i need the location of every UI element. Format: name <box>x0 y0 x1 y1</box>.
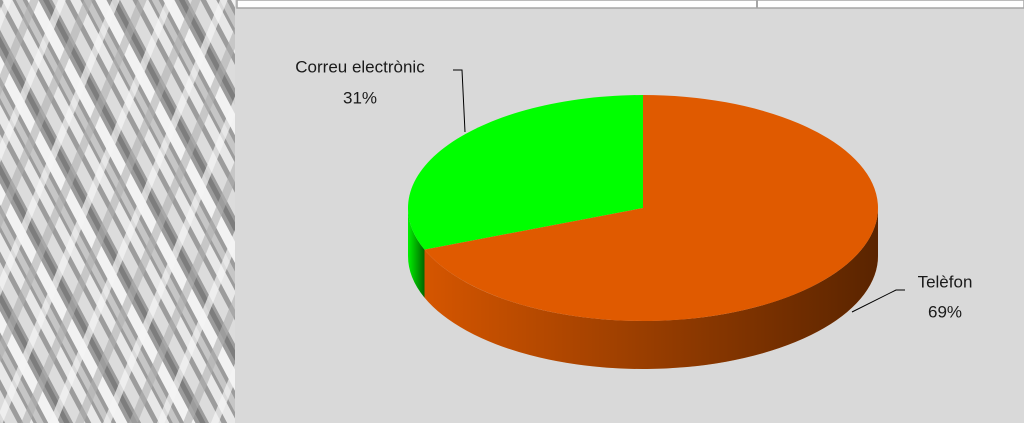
slice-top <box>408 95 643 250</box>
slice-side-shade <box>424 208 878 369</box>
slice <box>424 95 878 369</box>
slice-value-label: 31% <box>343 88 377 107</box>
slice-label: Telèfon <box>918 272 973 291</box>
photo-overlay <box>0 0 235 423</box>
slice-top <box>424 95 878 321</box>
leader-line <box>453 69 466 133</box>
slice <box>408 95 643 298</box>
pie <box>408 95 878 369</box>
slice-label: Correu electrònic <box>295 57 425 76</box>
top-bar <box>236 0 1024 9</box>
slice-value-label: 69% <box>928 302 962 321</box>
leader-line <box>851 289 905 313</box>
slice-side-shade <box>408 208 425 298</box>
